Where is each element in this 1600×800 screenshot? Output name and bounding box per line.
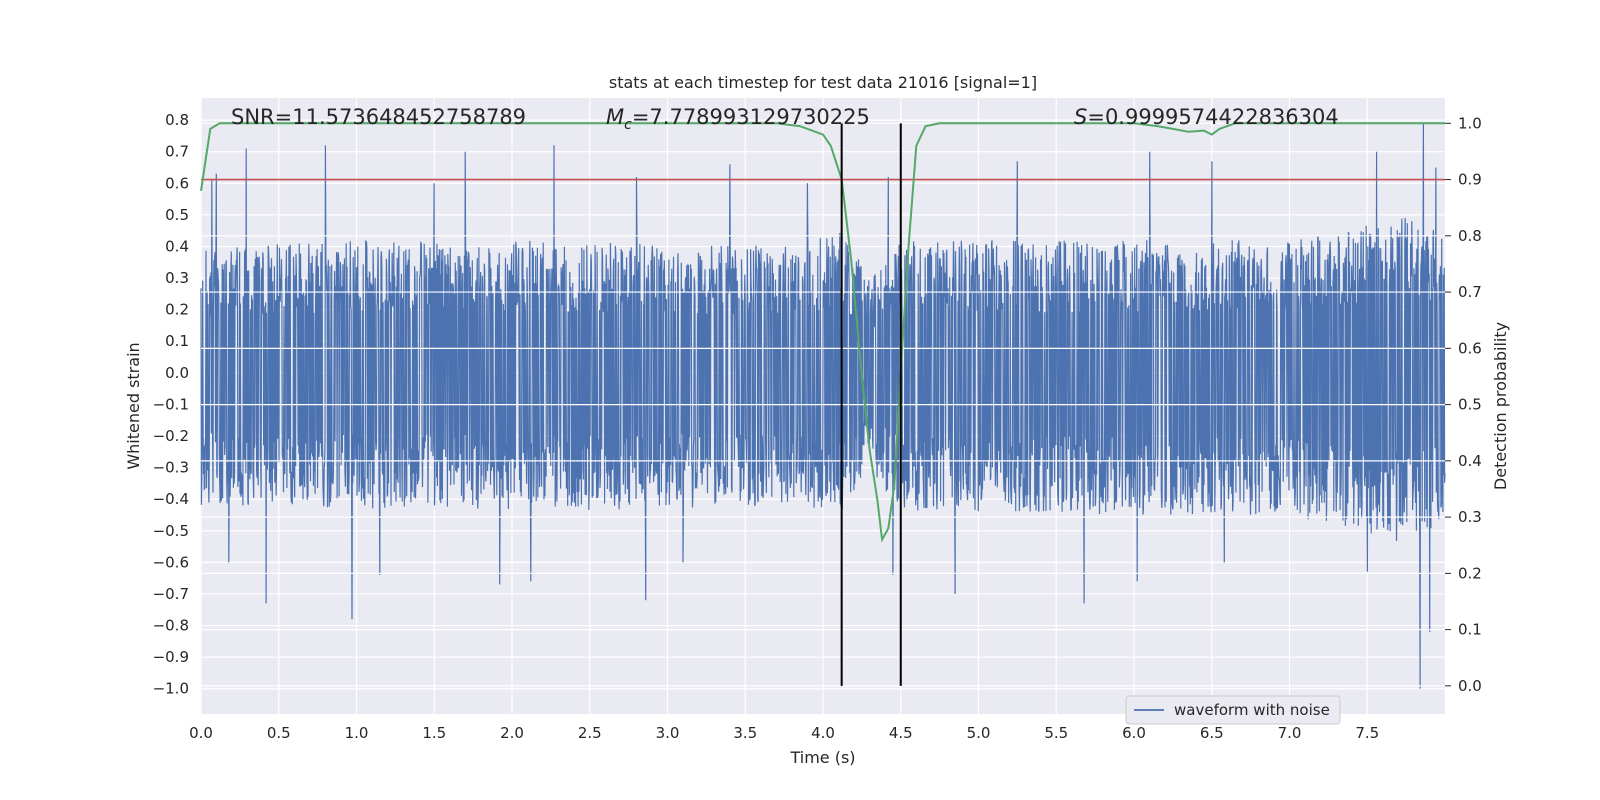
left-y-tick-label: −0.8 [153,617,189,635]
left-y-tick-labels: 0.8 0.7 0.6 0.5 0.4 0.3 0.2 0.1 0.0 −0.1 −0.2 −0.3 −… [153,111,189,698]
legend-label: waveform with noise [1174,701,1330,719]
left-y-tick-label: 0.1 [165,332,189,350]
snr-annotation: SNR=11.573648452758789 [231,105,526,129]
x-tick-label: 7.5 [1355,724,1379,742]
left-y-tick-label: 0.0 [165,364,189,382]
x-tick-label: 2.5 [578,724,602,742]
left-y-tick-label: 0.6 [165,174,189,192]
left-y-tick-label: −0.6 [153,553,189,571]
right-y-tick-label: 0.6 [1458,339,1482,357]
mc-subscript: c [624,117,632,133]
x-tick-label: 2.0 [500,724,524,742]
right-y-tick-label: 0.0 [1458,677,1482,695]
x-tick-label: 0.0 [189,724,213,742]
s-symbol: S [1074,105,1087,129]
left-y-tick-label: −0.7 [153,585,189,603]
mc-annotation: Mc=7.778993129730225 [606,105,870,133]
x-tick-label: 3.0 [656,724,680,742]
left-y-tick-label: −0.9 [153,648,189,666]
x-tick-labels: 0.0 0.5 1.0 1.5 2.0 2.5 3.0 3.5 4.0 4.5 5.0 5.5 6.0 6… [189,724,1379,742]
left-y-tick-label: −1.0 [153,680,189,698]
vertical-markers [840,123,902,686]
left-y-tick-label: 0.3 [165,269,189,287]
left-y-tick-label: 0.7 [165,143,189,161]
mc-symbol: M [606,105,624,129]
x-tick-label: 6.5 [1200,724,1224,742]
left-y-tick-label: 0.8 [165,111,189,129]
left-y-tick-label: −0.5 [153,522,189,540]
left-y-tick-label: 0.5 [165,206,189,224]
right-y-tick-label: 0.7 [1458,283,1482,301]
left-y-tick-label: −0.1 [153,395,189,413]
right-y-tick-label: 0.2 [1458,564,1482,582]
mc-value: =7.778993129730225 [632,105,870,129]
x-tick-label: 6.0 [1122,724,1146,742]
chart-title: stats at each timestep for test data 210… [609,73,1037,92]
right-y-tick-labels: 1.0 0.9 0.8 0.7 0.6 0.5 0.4 0.3 0.2 0.1 0.0 [1445,114,1482,695]
detection-probability-line [200,122,1445,543]
waveform-with-noise [200,123,1446,689]
legend: waveform with noise [1125,695,1341,725]
left-y-tick-label: 0.2 [165,301,189,319]
left-y-tick-label: 0.4 [165,237,189,255]
x-tick-label: 0.5 [267,724,291,742]
right-y-tick-label: 0.9 [1458,171,1482,189]
left-y-tick-label: −0.2 [153,427,189,445]
right-y-tick-label: 0.4 [1458,452,1482,470]
left-y-tick-label: −0.3 [153,459,189,477]
x-tick-label: 4.5 [889,724,913,742]
right-y-tick-label: 0.3 [1458,508,1482,526]
s-value: =0.9999574422836304 [1087,105,1338,129]
x-tick-label: 3.5 [733,724,757,742]
x-tick-label: 5.5 [1044,724,1068,742]
x-tick-label: 1.5 [422,724,446,742]
right-y-tick-label: 0.1 [1458,621,1482,639]
x-tick-label: 1.0 [345,724,369,742]
left-y-axis-label: Whitened strain [124,342,143,469]
left-y-tick-label: −0.4 [153,490,189,508]
x-tick-label: 4.0 [811,724,835,742]
right-y-axis-label: Detection probability [1491,322,1510,490]
x-tick-label: 7.0 [1278,724,1302,742]
x-tick-label: 5.0 [967,724,991,742]
right-y-tick-label: 1.0 [1458,114,1482,132]
right-y-tick-label: 0.5 [1458,396,1482,414]
legend-box [1125,695,1341,725]
right-y-tick-label: 0.8 [1458,227,1482,245]
s-annotation: S=0.9999574422836304 [1074,105,1339,129]
x-axis-label: Time (s) [789,748,855,767]
